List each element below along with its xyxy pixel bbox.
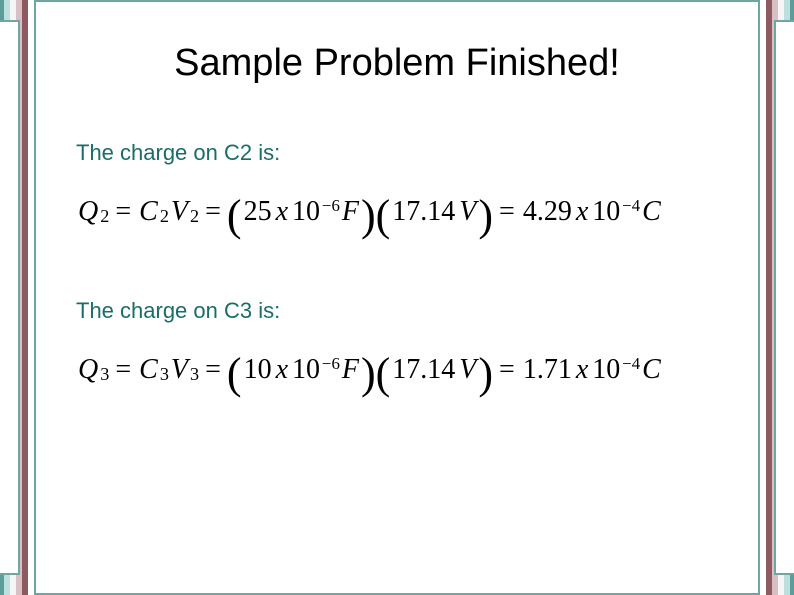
slide-title: Sample Problem Finished!: [56, 42, 738, 85]
body-line-2: The charge on C3 is:: [76, 298, 738, 324]
slide-main: Sample Problem Finished! The charge on C…: [34, 0, 760, 595]
next-slide-peek: [774, 20, 794, 575]
equation-q3: Q3 = C3 V3 = ( 10x10−6 F ) ( 17.14V ) = …: [76, 354, 738, 386]
prev-slide-peek: [0, 20, 20, 575]
body-line-1: The charge on C2 is:: [76, 140, 738, 166]
equation-q2: Q2 = C2 V2 = ( 25x10−6 F ) ( 17.14V ) = …: [76, 196, 738, 228]
